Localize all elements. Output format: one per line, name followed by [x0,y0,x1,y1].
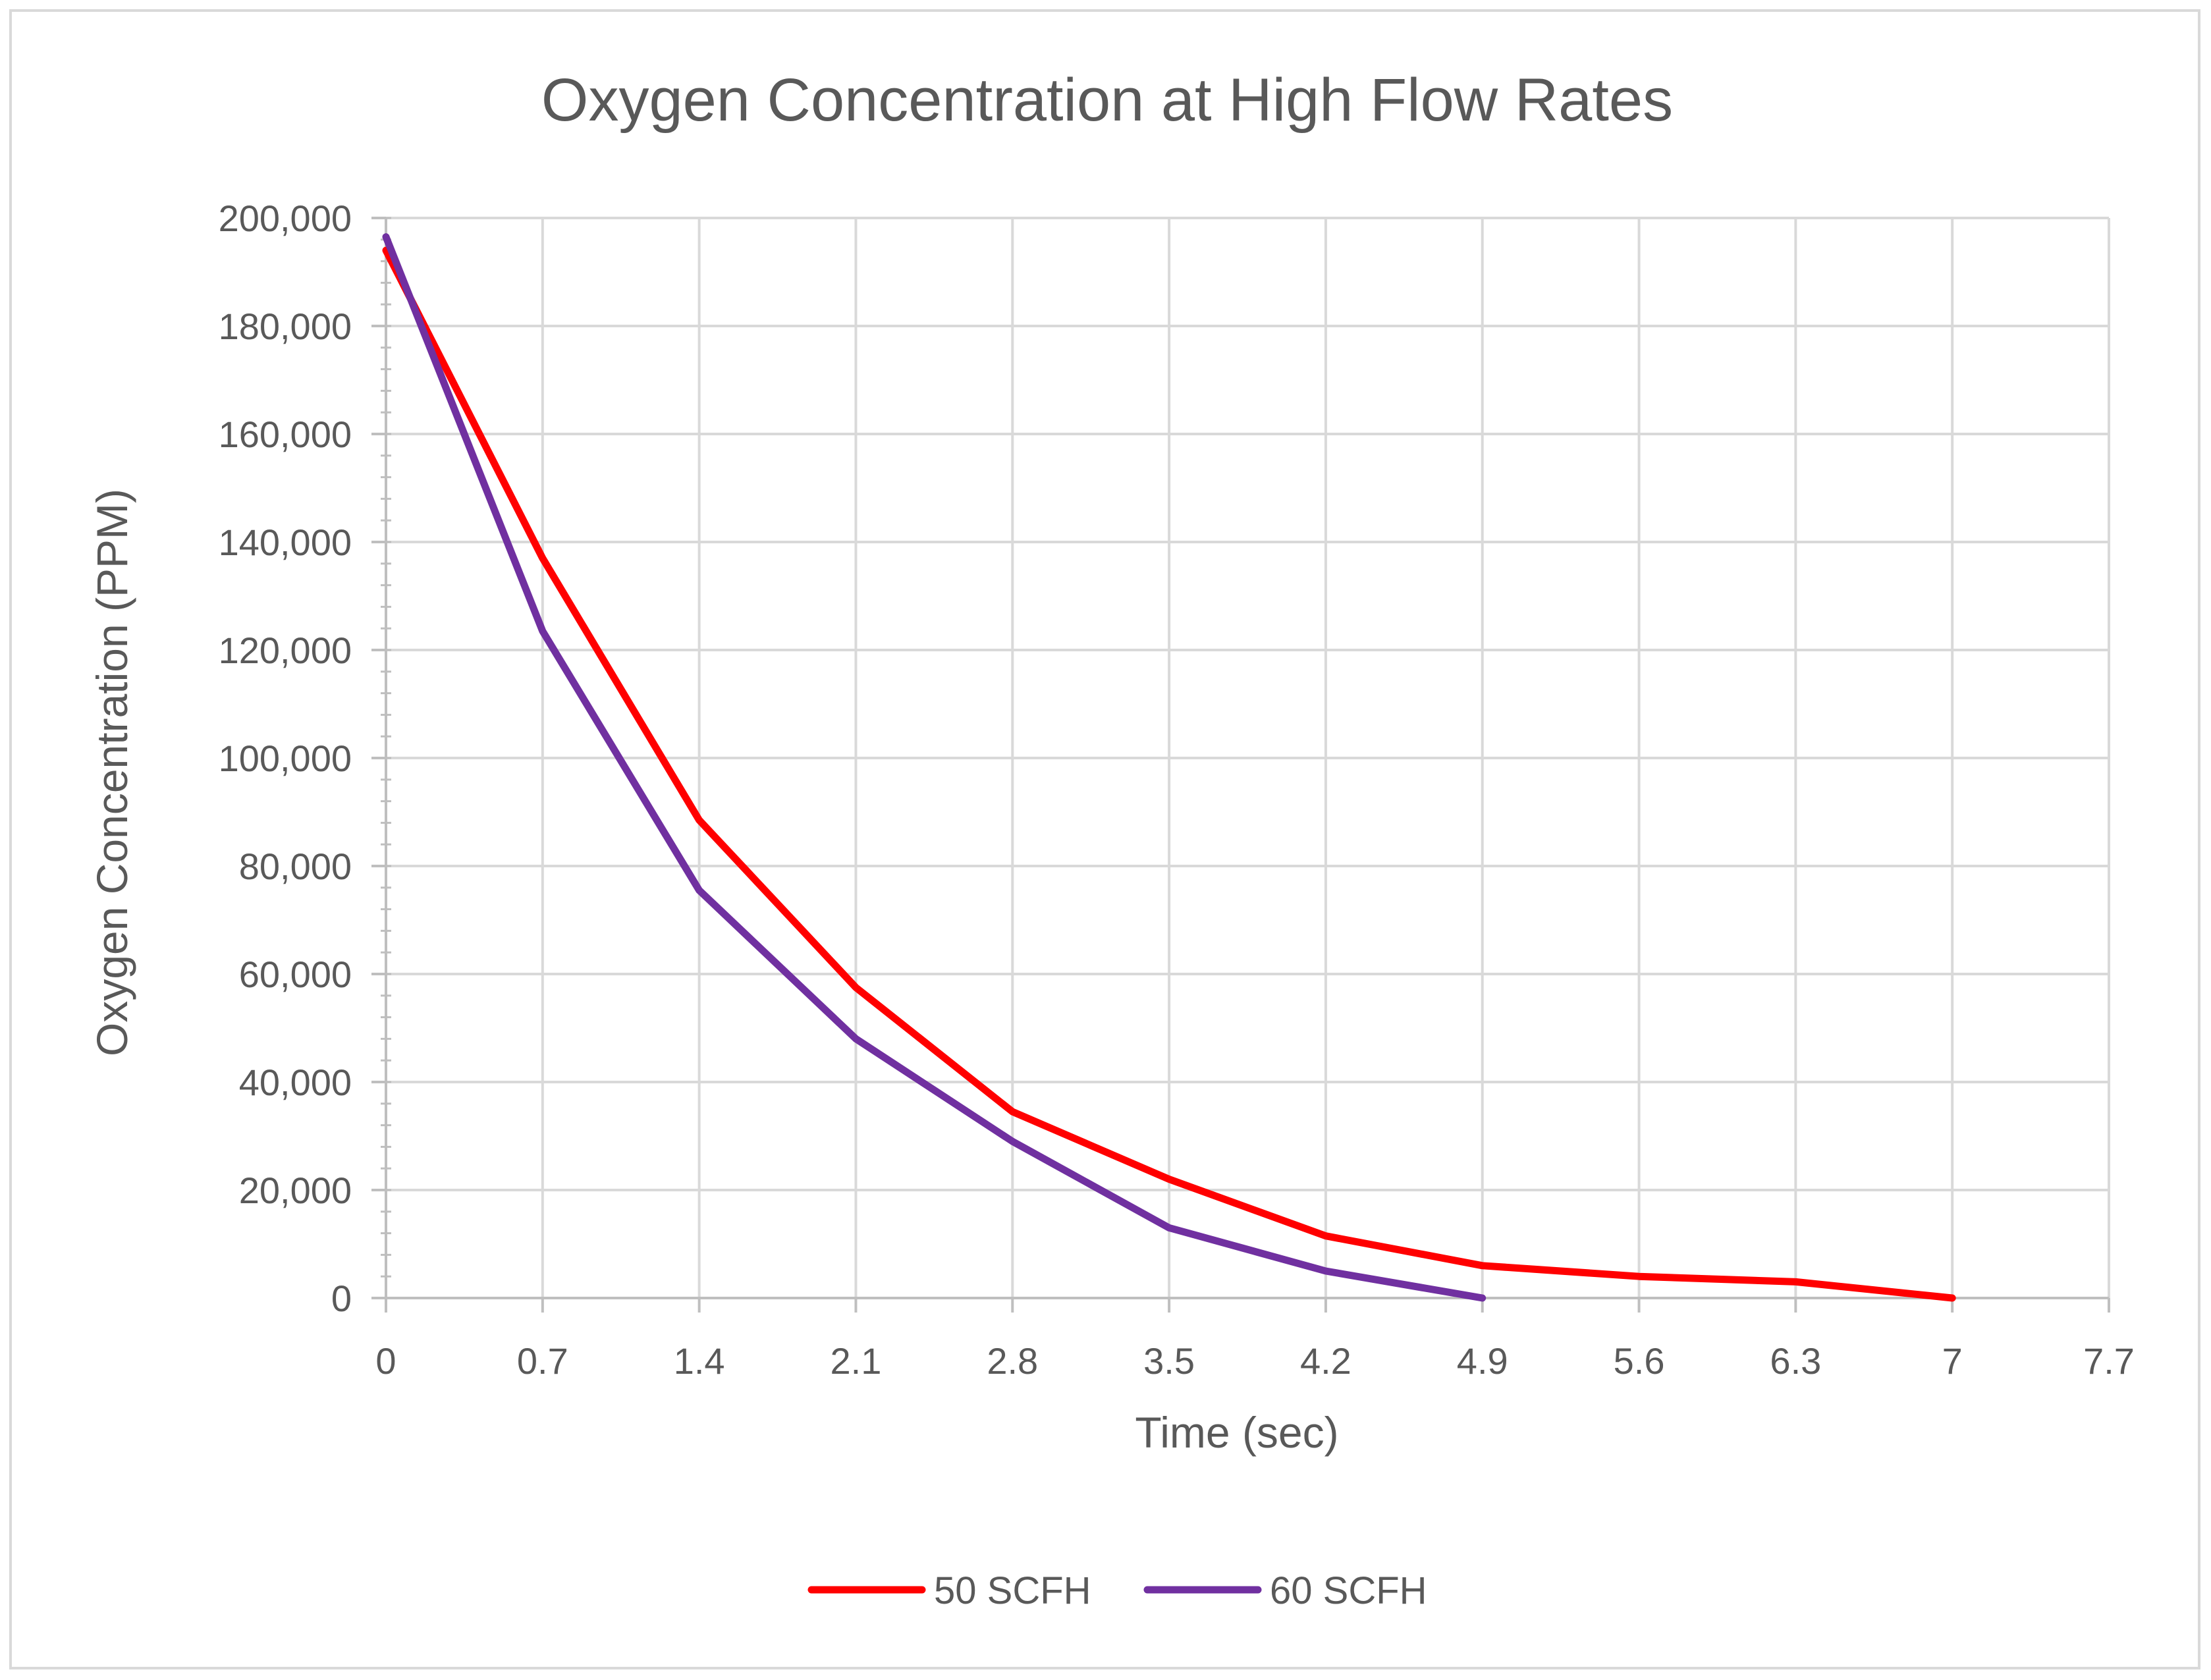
x-tick-label: 1.4 [674,1340,725,1382]
series-lines [382,233,1956,1302]
y-tick-label: 200,000 [219,198,352,239]
x-axis-title: Time (sec) [1135,1408,1338,1457]
series-line-1 [382,246,1956,1302]
y-tick-label: 120,000 [219,630,352,671]
x-tick-label: 0 [375,1340,396,1382]
x-tick-label: 7 [1942,1340,1963,1382]
y-axis-title: Oxygen Concentration (PPM) [88,489,136,1056]
y-tick-label: 80,000 [239,846,352,887]
x-tick-label: 0.7 [517,1340,568,1382]
x-tick-label: 7.7 [2083,1340,2135,1382]
x-tick-label: 6.3 [1770,1340,1821,1382]
y-tick-label: 20,000 [239,1170,352,1211]
x-tick-label: 4.9 [1457,1340,1508,1382]
axes: 0 0.7 1.4 2.1 2.8 3.5 4.2 4.9 5.6 6.3 7 7.7 0 20,000 4… [219,198,2135,1382]
y-tick-label: 180,000 [219,306,352,347]
chart-area: Oxygen Concentration at High Flow Rates … [9,9,2200,1669]
y-tick-label: 160,000 [219,414,352,455]
legend: 50 SCFH 60 SCFH [807,1569,1427,1612]
y-tick-label: 140,000 [219,522,352,563]
gridlines [386,217,2110,1298]
chart-title: Oxygen Concentration at High Flow Rates [541,67,1673,134]
y-tick-label: 0 [331,1278,352,1319]
series-line-2 [382,233,1487,1302]
x-tick-label: 3.5 [1143,1340,1195,1382]
x-tick-label: 2.1 [831,1340,882,1382]
chart-svg: Oxygen Concentration at High Flow Rates … [88,67,2135,1612]
x-tick-label: 2.8 [987,1340,1038,1382]
x-tick-label: 4.2 [1300,1340,1351,1382]
legend-label: 50 SCFH [934,1569,1091,1612]
y-tick-label: 40,000 [239,1062,352,1103]
x-tick-label: 5.6 [1614,1340,1665,1382]
y-tick-label: 60,000 [239,954,352,995]
y-tick-label: 100,000 [219,738,352,779]
legend-label: 60 SCFH [1270,1569,1427,1612]
